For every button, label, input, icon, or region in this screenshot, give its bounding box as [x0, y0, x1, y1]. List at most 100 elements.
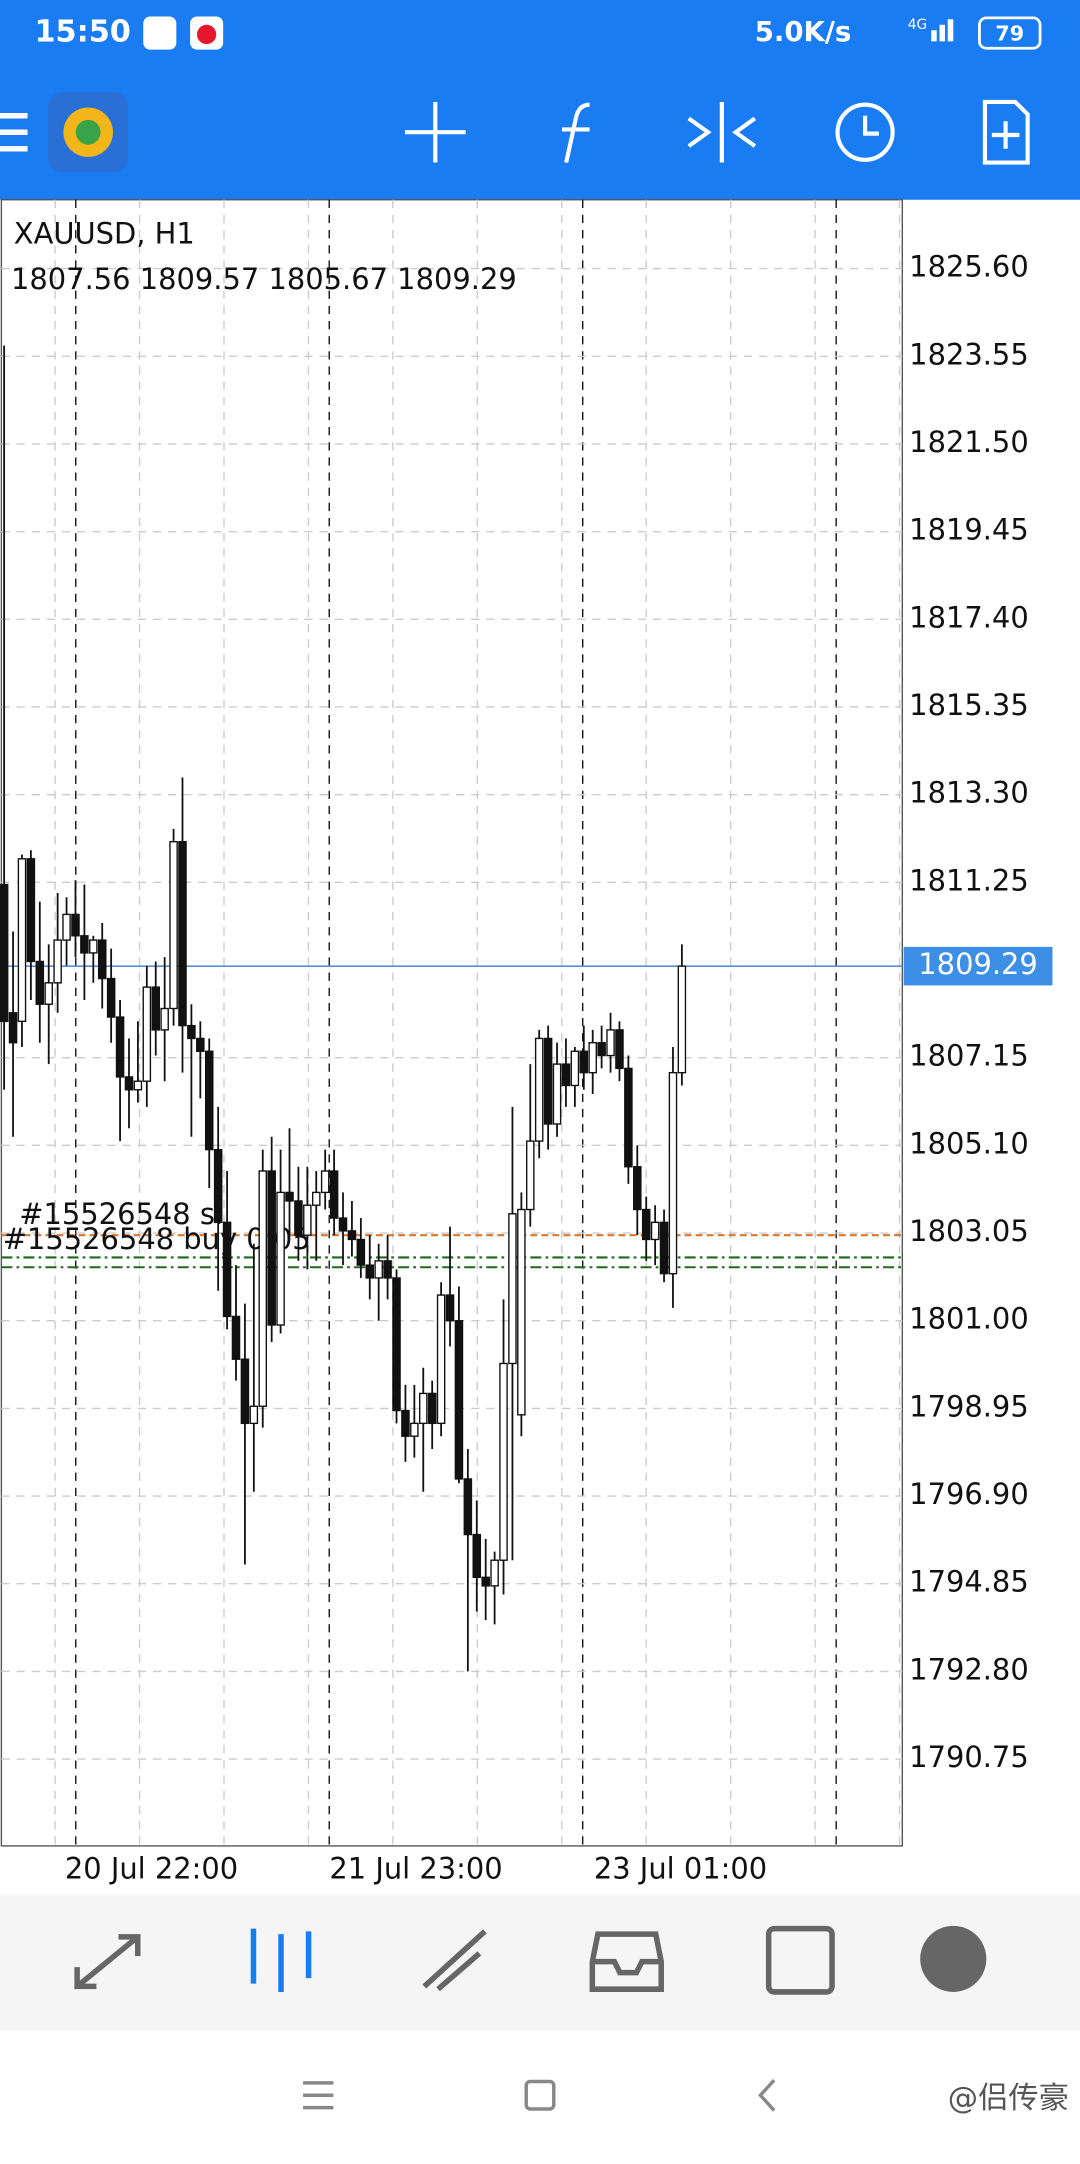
candle-body [499, 1362, 508, 1561]
nav-back[interactable] [758, 2078, 776, 2112]
candle-body [392, 1277, 401, 1412]
candle-body [588, 1042, 597, 1074]
chart: #15526548 sl#15526548 buy 0.05 [0, 199, 903, 1847]
candle-body [115, 1016, 125, 1078]
history-tab[interactable] [589, 1931, 664, 1992]
candle-body [419, 1392, 428, 1425]
top-bar [0, 0, 1080, 200]
candle-body [294, 1200, 303, 1236]
crosshair-button[interactable] [405, 101, 466, 163]
y-tick-label: 1821.50 [909, 425, 1029, 459]
candle-body [80, 935, 89, 954]
candle-body [472, 1533, 482, 1579]
new-order-button[interactable] [982, 99, 1030, 165]
x-tick-label: 21 Jul 23:00 [329, 1852, 502, 1886]
candle-body [624, 1067, 633, 1168]
candle-body [454, 1320, 464, 1480]
y-tick-label: 1815.35 [909, 688, 1029, 722]
candle-body [142, 986, 152, 1082]
nav-menu[interactable] [303, 2081, 334, 2110]
candle-body [436, 1294, 446, 1425]
status-time: 15:50 [34, 15, 130, 50]
y-tick-label: 1817.40 [909, 600, 1029, 634]
candle-body [267, 1170, 276, 1326]
nav-bar [0, 2030, 1080, 2160]
candle-body [410, 1422, 419, 1437]
candle-body [187, 1024, 196, 1040]
trade-tab[interactable] [422, 1929, 487, 1992]
candle-body [508, 1213, 517, 1365]
app-icon [143, 16, 177, 50]
candle-body [552, 1063, 562, 1125]
candle-body [35, 960, 45, 1005]
plot-area [0, 199, 903, 1847]
y-tick-label: 1794.85 [909, 1565, 1029, 1599]
candle-body [534, 1037, 544, 1142]
battery-level: 79 [995, 21, 1024, 45]
candle-body [124, 1076, 134, 1091]
tab-bar [0, 1895, 1080, 2031]
x-tick-label: 20 Jul 22:00 [65, 1852, 238, 1886]
candle-body [0, 883, 9, 1023]
menu-icon[interactable] [0, 112, 28, 152]
candle-body [8, 1012, 18, 1044]
y-tick-label: 1811.25 [909, 863, 1029, 897]
candle-body [490, 1559, 499, 1587]
order-label: #15526548 sl [19, 1197, 223, 1231]
watermark: @侣传豪 [948, 2081, 1069, 2116]
candle-body [240, 1358, 250, 1425]
candle-body [44, 982, 53, 1005]
news-tab[interactable] [765, 1925, 835, 1995]
candle-body [97, 939, 107, 980]
candle-body [320, 1170, 330, 1194]
signal [947, 19, 954, 42]
candle-body [517, 1208, 526, 1416]
candle-body [561, 1063, 571, 1087]
chart-tab[interactable] [250, 1928, 312, 1992]
ohlc-readout: 1807.56 1809.57 1805.67 1809.29 [11, 262, 517, 296]
net-speed: 5.0K/s [755, 16, 852, 48]
timeframe-button[interactable] [835, 102, 895, 162]
candle-body [213, 1148, 223, 1224]
y-tick-label: 1825.60 [909, 250, 1029, 284]
battery [978, 16, 1042, 50]
app-icon [196, 24, 217, 45]
candle-body [160, 1007, 169, 1031]
quotes-tab[interactable] [74, 1934, 141, 1990]
y-tick-label: 1813.30 [909, 776, 1029, 810]
candle-body [597, 1042, 606, 1057]
indicators-button[interactable] [562, 102, 590, 163]
candle-body [311, 1191, 321, 1206]
candle-body [463, 1478, 473, 1536]
candle-body [526, 1140, 535, 1211]
candle-body [641, 1208, 651, 1241]
y-tick-label: 1805.10 [909, 1126, 1029, 1160]
candle-body [615, 1029, 624, 1070]
y-tick-label: 1823.55 [909, 337, 1029, 371]
candle-body [668, 1071, 678, 1275]
candle-body [53, 939, 62, 984]
candle-body [570, 1050, 580, 1087]
candle-body [151, 986, 161, 1031]
candle-body [365, 1264, 375, 1279]
messages-tab[interactable] [920, 1925, 987, 1992]
trade-button[interactable] [687, 101, 757, 163]
candle-body [481, 1576, 490, 1587]
candle-body [579, 1050, 589, 1074]
network: 4G [908, 17, 927, 33]
candle-body [276, 1191, 285, 1326]
candle-body [356, 1238, 366, 1266]
y-tick-label: 1796.90 [909, 1477, 1029, 1511]
candle-body [445, 1294, 455, 1322]
signal [931, 30, 937, 42]
candle-body [196, 1037, 205, 1052]
candle-body [303, 1204, 312, 1236]
candle-body [106, 977, 116, 1018]
y-tick-label: 1792.80 [909, 1652, 1029, 1686]
candle-body [258, 1170, 268, 1407]
candle-body [133, 1080, 143, 1091]
candle-body [374, 1260, 383, 1279]
nav-home[interactable] [524, 2079, 556, 2111]
